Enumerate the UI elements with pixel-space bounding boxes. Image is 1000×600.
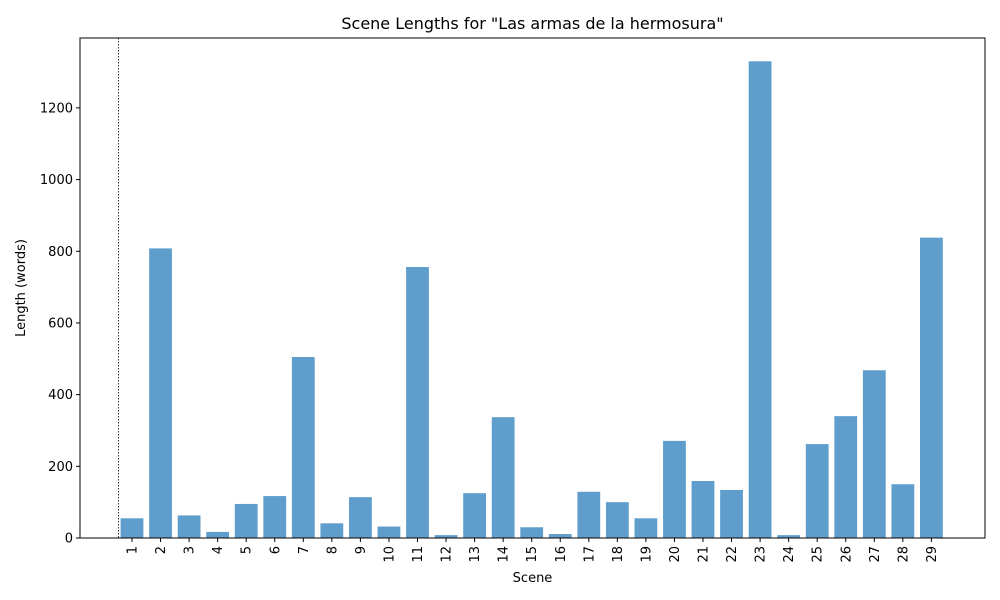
- bar-scene-4: [206, 531, 230, 538]
- bar-scene-3: [177, 515, 201, 538]
- x-tick-label: 14: [497, 546, 512, 563]
- x-tick-label: 6: [268, 546, 283, 554]
- x-tick-label: 18: [611, 546, 626, 563]
- bar-scene-28: [891, 484, 915, 538]
- y-axis-label: Length (words): [14, 239, 29, 337]
- y-tick-label: 200: [48, 460, 73, 475]
- bar-scene-16: [548, 534, 572, 538]
- x-tick-label: 11: [411, 546, 426, 563]
- bar-scene-14: [491, 417, 515, 538]
- bar-scene-22: [720, 489, 743, 538]
- x-tick-label: 16: [554, 546, 569, 563]
- bar-scene-13: [463, 493, 486, 538]
- x-tick-label: 7: [297, 546, 312, 554]
- x-tick-label: 23: [754, 546, 769, 563]
- x-tick-label: 21: [697, 546, 712, 563]
- y-tick-label: 400: [48, 388, 73, 403]
- x-tick-label: 3: [183, 546, 198, 554]
- x-tick-label: 5: [240, 546, 255, 554]
- chart-title: Scene Lengths for "Las armas de la hermo…: [341, 14, 723, 33]
- x-tick-label: 2: [154, 546, 169, 554]
- x-tick-label: 9: [354, 546, 369, 554]
- bar-scene-9: [349, 497, 372, 538]
- bar-scene-19: [634, 518, 658, 538]
- x-tick-label: 10: [382, 546, 397, 563]
- x-tick-label: 24: [782, 546, 797, 563]
- bar-scene-27: [862, 370, 886, 538]
- x-axis-label: Scene: [513, 571, 553, 586]
- bar-scene-26: [834, 416, 858, 538]
- bar-scene-24: [777, 535, 801, 538]
- bar-scene-8: [320, 523, 344, 538]
- bar-scene-7: [291, 356, 315, 538]
- bar-scene-1: [120, 518, 144, 538]
- x-tick-label: 22: [725, 546, 740, 563]
- x-tick-label: 20: [668, 546, 683, 563]
- x-tick-label: 19: [639, 546, 654, 563]
- x-tick-label: 29: [925, 546, 940, 563]
- bar-scene-10: [377, 526, 401, 538]
- bar-scene-21: [691, 481, 715, 538]
- bar-scene-15: [520, 527, 544, 538]
- x-tick-label: 1: [126, 546, 141, 554]
- bar-scene-18: [605, 502, 629, 538]
- x-tick-label: 26: [839, 546, 854, 563]
- bar-scene-11: [406, 267, 429, 538]
- x-tick-label: 13: [468, 546, 483, 563]
- bar-scene-6: [263, 496, 287, 538]
- x-tick-label: 27: [868, 546, 883, 563]
- bar-scene-23: [748, 61, 772, 539]
- y-tick-label: 800: [48, 245, 73, 260]
- bar-scene-12: [434, 535, 458, 538]
- y-tick-label: 600: [48, 316, 73, 331]
- y-tick-label: 1200: [40, 101, 73, 116]
- x-tick-label: 12: [440, 546, 455, 563]
- x-tick-label: 8: [325, 546, 340, 554]
- bar-scene-20: [663, 440, 686, 538]
- y-tick-label: 0: [65, 532, 73, 547]
- x-tick-label: 17: [582, 546, 597, 563]
- bar-scene-5: [234, 503, 258, 538]
- plot-frame: [79, 37, 986, 539]
- bar-scene-25: [805, 444, 829, 538]
- bar-scene-29: [920, 237, 943, 538]
- x-tick-label: 28: [896, 546, 911, 563]
- x-tick-label: 25: [811, 546, 826, 563]
- x-tick-label: 15: [525, 546, 540, 563]
- x-tick-label: 4: [211, 546, 226, 554]
- y-tick-label: 1000: [40, 173, 73, 188]
- bar-scene-17: [577, 491, 601, 538]
- bar-scene-2: [149, 248, 172, 538]
